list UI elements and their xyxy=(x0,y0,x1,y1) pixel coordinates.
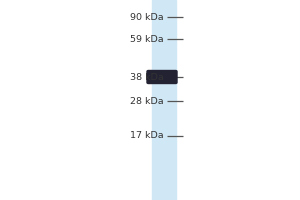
Text: 59 kDa: 59 kDa xyxy=(130,34,164,44)
Text: 90 kDa: 90 kDa xyxy=(130,12,164,21)
Text: 38 kDa: 38 kDa xyxy=(130,72,164,82)
Text: 28 kDa: 28 kDa xyxy=(130,97,164,106)
Bar xyxy=(152,0,176,200)
Text: 17 kDa: 17 kDa xyxy=(130,132,164,140)
FancyBboxPatch shape xyxy=(147,71,177,84)
